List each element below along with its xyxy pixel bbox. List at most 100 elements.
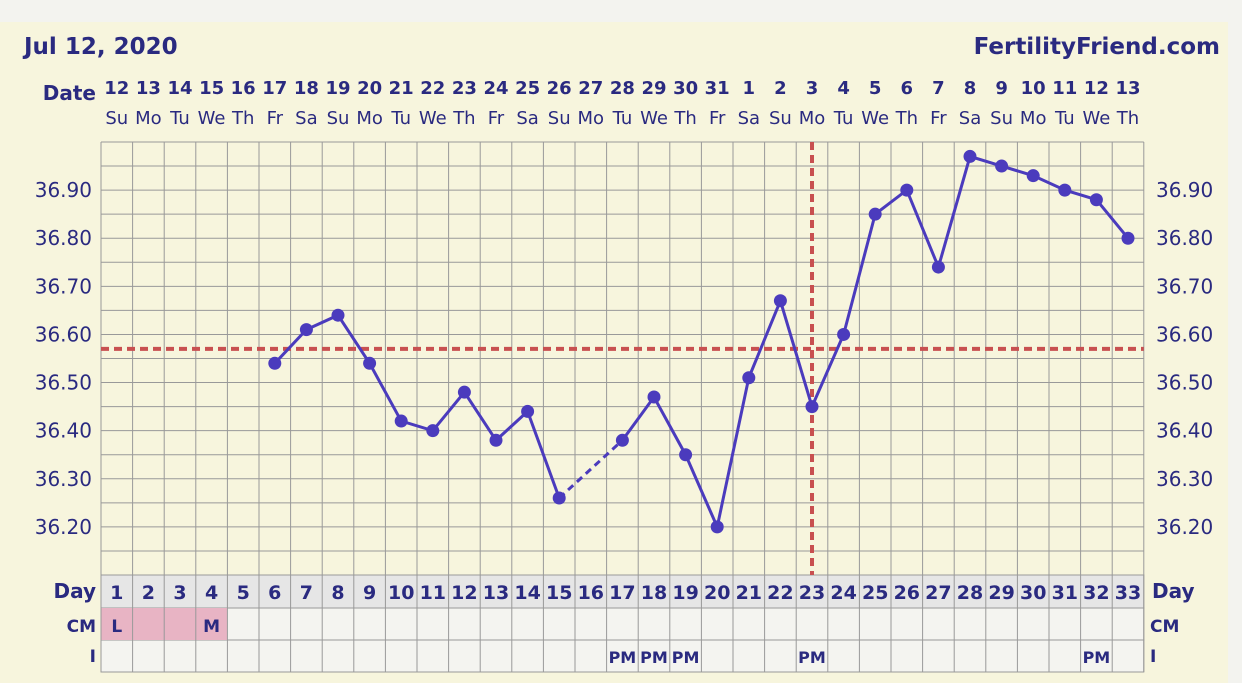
date-label: 16 bbox=[231, 78, 256, 99]
date-label: 11 bbox=[1052, 78, 1077, 99]
date-label: 8 bbox=[964, 78, 977, 99]
weekday-label: We bbox=[419, 108, 447, 129]
date-label: 26 bbox=[547, 78, 572, 99]
weekday-label: Mo bbox=[135, 108, 162, 129]
date-label: 24 bbox=[483, 78, 508, 99]
temperature-point bbox=[679, 448, 693, 462]
date-label: 14 bbox=[167, 78, 192, 99]
day-number: 4 bbox=[205, 582, 218, 604]
chart-background bbox=[0, 22, 1228, 683]
date-label: 31 bbox=[705, 78, 730, 99]
y-tick-label-left: 36.40 bbox=[35, 419, 92, 443]
weekday-label: Mo bbox=[578, 108, 605, 129]
date-label: 25 bbox=[515, 78, 540, 99]
date-label: 3 bbox=[806, 78, 819, 99]
chart-date: Jul 12, 2020 bbox=[22, 34, 178, 60]
day-number: 5 bbox=[237, 582, 250, 604]
temperature-point bbox=[805, 400, 819, 414]
temperature-point bbox=[394, 414, 408, 428]
day-number: 6 bbox=[268, 582, 281, 604]
weekday-label: Fr bbox=[709, 108, 726, 129]
y-tick-label-left: 36.20 bbox=[35, 515, 92, 539]
intercourse-entry: PM bbox=[1083, 648, 1111, 667]
temperature-point bbox=[837, 327, 851, 341]
date-label: 6 bbox=[901, 78, 914, 99]
weekday-label: Su bbox=[548, 108, 571, 129]
temperature-point bbox=[995, 159, 1009, 173]
weekday-label: Tu bbox=[169, 108, 190, 129]
intercourse-entry: PM bbox=[640, 648, 668, 667]
day-number: 30 bbox=[1020, 582, 1046, 604]
y-tick-label-right: 36.20 bbox=[1156, 515, 1213, 539]
weekday-label: Sa bbox=[738, 108, 760, 129]
day-number: 1 bbox=[110, 582, 123, 604]
y-tick-label-right: 36.90 bbox=[1156, 178, 1213, 202]
y-tick-label-left: 36.90 bbox=[35, 178, 92, 202]
site-name: FertilityFriend.com bbox=[974, 34, 1220, 60]
y-tick-label-right: 36.40 bbox=[1156, 419, 1213, 443]
weekday-label: We bbox=[1082, 108, 1110, 129]
temperature-point bbox=[931, 260, 945, 274]
date-label: 12 bbox=[104, 78, 129, 99]
weekday-label: Fr bbox=[267, 108, 284, 129]
temperature-point bbox=[268, 356, 282, 370]
weekday-label: Th bbox=[452, 108, 475, 129]
temperature-point bbox=[1026, 169, 1040, 183]
day-number: 7 bbox=[300, 582, 313, 604]
i-row-label-right: I bbox=[1150, 647, 1156, 667]
weekday-label: Mo bbox=[356, 108, 383, 129]
y-tick-label-right: 36.80 bbox=[1156, 226, 1213, 250]
y-tick-label-left: 36.50 bbox=[35, 371, 92, 395]
date-label: 13 bbox=[1115, 78, 1140, 99]
cm-row-label-right: CM bbox=[1150, 617, 1179, 637]
temperature-point bbox=[963, 149, 977, 163]
weekday-label: Th bbox=[895, 108, 918, 129]
temperature-point bbox=[900, 183, 914, 197]
date-label: 18 bbox=[294, 78, 319, 99]
date-label: 10 bbox=[1021, 78, 1046, 99]
i-row-bg bbox=[100, 639, 1145, 673]
day-number: 18 bbox=[641, 582, 667, 604]
day-number: 25 bbox=[862, 582, 888, 604]
date-label: 9 bbox=[995, 78, 1008, 99]
day-number: 20 bbox=[704, 582, 730, 604]
day-number: 11 bbox=[420, 582, 446, 604]
date-label: 2 bbox=[774, 78, 787, 99]
cm-fill-cell bbox=[195, 608, 228, 640]
day-number: 28 bbox=[957, 582, 983, 604]
temperature-point bbox=[331, 308, 345, 322]
date-label: 19 bbox=[325, 78, 350, 99]
date-label: 7 bbox=[932, 78, 945, 99]
date-label: 29 bbox=[641, 78, 666, 99]
day-number: 17 bbox=[609, 582, 635, 604]
weekday-label: Su bbox=[769, 108, 792, 129]
weekday-label: Mo bbox=[799, 108, 826, 129]
day-number: 24 bbox=[830, 582, 856, 604]
weekday-label: Th bbox=[673, 108, 696, 129]
day-number: 14 bbox=[514, 582, 540, 604]
cm-fill-cell bbox=[164, 608, 196, 640]
date-label: 13 bbox=[136, 78, 161, 99]
intercourse-entry: PM bbox=[672, 648, 700, 667]
temperature-point bbox=[489, 433, 503, 447]
date-label: 21 bbox=[389, 78, 414, 99]
temperature-point bbox=[773, 294, 787, 308]
temperature-point bbox=[868, 207, 882, 221]
day-number: 2 bbox=[142, 582, 155, 604]
cm-fill-cell bbox=[101, 608, 133, 640]
date-label: 28 bbox=[610, 78, 635, 99]
temperature-point bbox=[742, 371, 756, 385]
day-row-label-right: Day bbox=[1152, 579, 1195, 603]
weekday-label: Su bbox=[105, 108, 128, 129]
temperature-point bbox=[1121, 231, 1135, 245]
day-number: 13 bbox=[483, 582, 509, 604]
weekday-label: Su bbox=[990, 108, 1013, 129]
weekday-label: Fr bbox=[488, 108, 505, 129]
day-number: 21 bbox=[736, 582, 762, 604]
temperature-point bbox=[426, 424, 440, 438]
weekday-label: Su bbox=[327, 108, 350, 129]
date-label: 5 bbox=[869, 78, 882, 99]
temperature-point bbox=[615, 433, 629, 447]
y-tick-label-right: 36.70 bbox=[1156, 274, 1213, 298]
